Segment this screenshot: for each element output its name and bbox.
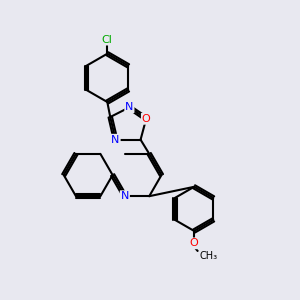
Text: O: O: [142, 114, 151, 124]
Text: N: N: [125, 102, 134, 112]
Text: O: O: [190, 238, 199, 248]
Text: N: N: [121, 191, 129, 201]
Text: N: N: [111, 135, 120, 145]
Text: Cl: Cl: [102, 34, 113, 45]
Text: CH₃: CH₃: [199, 251, 217, 261]
